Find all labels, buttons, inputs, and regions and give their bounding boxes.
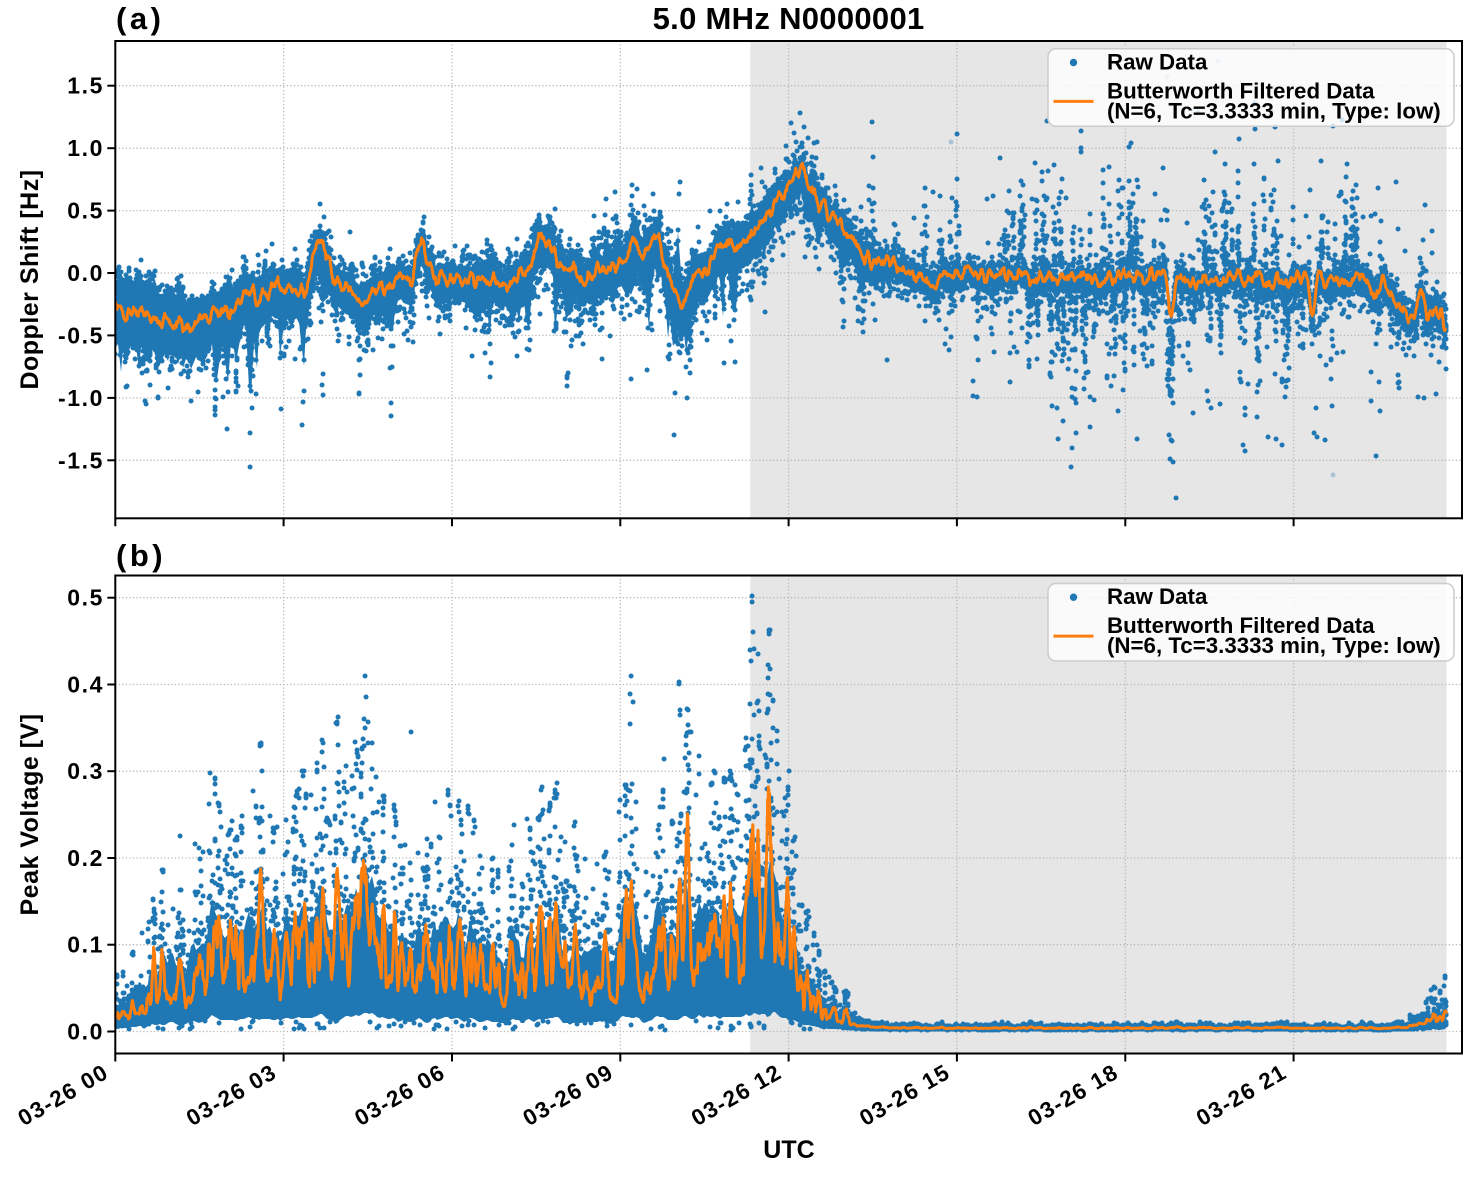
svg-text:0.2: 0.2 xyxy=(67,845,104,871)
svg-text:(b): (b) xyxy=(116,538,166,573)
svg-text:0.1: 0.1 xyxy=(67,932,104,958)
svg-text:Raw Data: Raw Data xyxy=(1107,584,1208,609)
svg-text:0.5: 0.5 xyxy=(67,198,104,224)
svg-text:0.5: 0.5 xyxy=(67,585,104,611)
svg-text:Butterworth Filtered Data: Butterworth Filtered Data xyxy=(1107,79,1375,104)
svg-text:0.0: 0.0 xyxy=(67,1019,104,1045)
svg-text:Doppler Shift [Hz]: Doppler Shift [Hz] xyxy=(16,169,44,389)
svg-text:(N=6, Tc=3.3333 min, Type: low: (N=6, Tc=3.3333 min, Type: low) xyxy=(1107,98,1441,123)
svg-text:Raw Data: Raw Data xyxy=(1107,50,1208,75)
svg-text:1.0: 1.0 xyxy=(67,135,104,161)
svg-text:-1.5: -1.5 xyxy=(58,447,104,473)
svg-text:-0.5: -0.5 xyxy=(58,322,104,348)
svg-text:UTC: UTC xyxy=(763,1136,814,1164)
svg-text:1.5: 1.5 xyxy=(67,73,104,99)
svg-text:(N=6, Tc=3.3333 min, Type: low: (N=6, Tc=3.3333 min, Type: low) xyxy=(1107,633,1441,658)
svg-text:Butterworth Filtered Data: Butterworth Filtered Data xyxy=(1107,613,1375,638)
svg-text:5.0 MHz N0000001: 5.0 MHz N0000001 xyxy=(653,1,925,36)
svg-text:(a): (a) xyxy=(116,1,164,36)
svg-text:0.0: 0.0 xyxy=(67,260,104,286)
svg-text:-1.0: -1.0 xyxy=(58,385,104,411)
svg-text:Peak Voltage [V]: Peak Voltage [V] xyxy=(16,713,44,915)
svg-text:0.3: 0.3 xyxy=(67,758,104,784)
svg-text:0.4: 0.4 xyxy=(67,672,104,698)
